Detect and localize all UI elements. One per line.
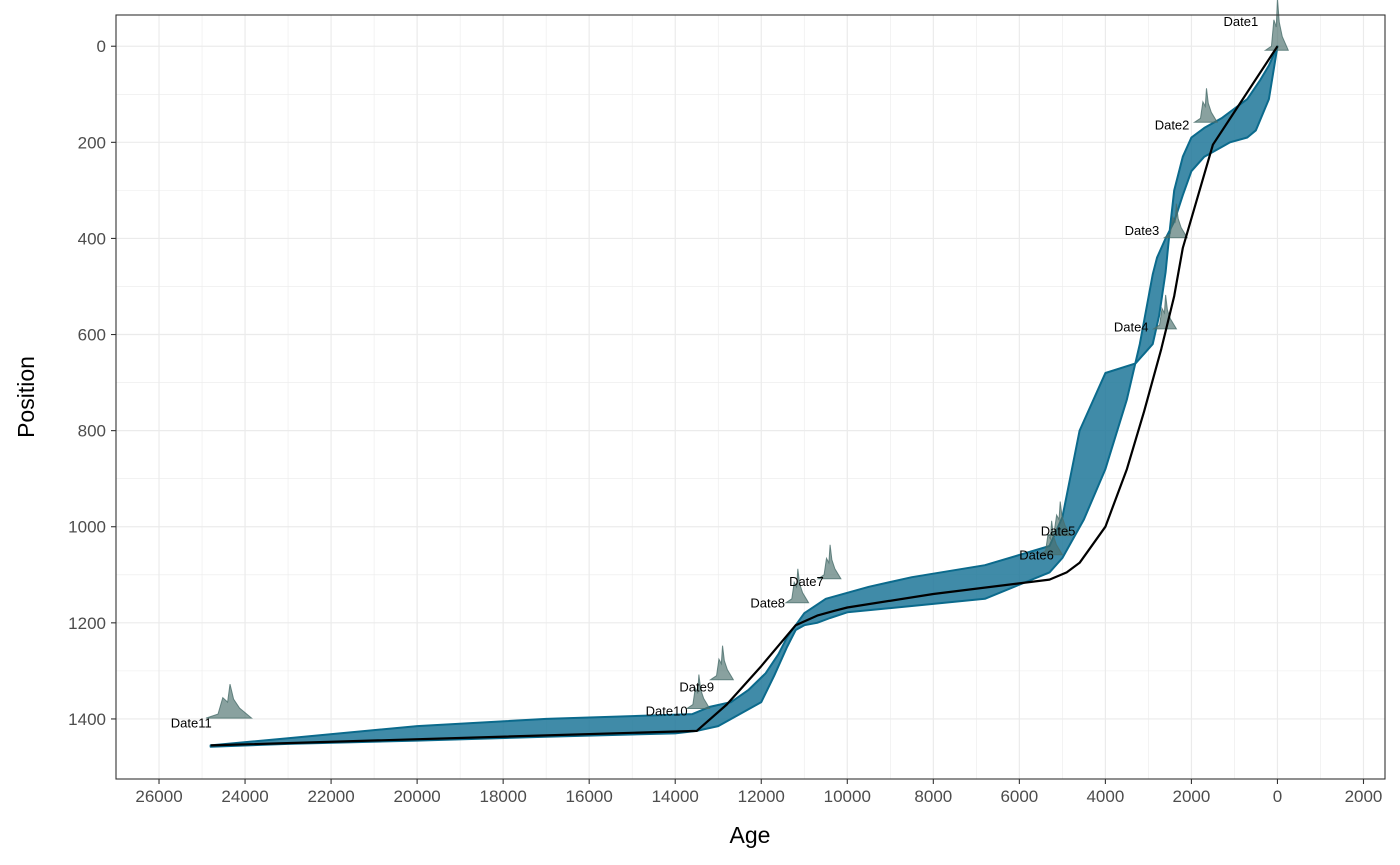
y-tick-label: 0 xyxy=(97,37,106,56)
date-density-6 xyxy=(1037,520,1064,556)
date-density-4 xyxy=(1151,294,1178,330)
date-density-1 xyxy=(1263,0,1290,51)
date-label-1: Date1 xyxy=(1224,14,1259,29)
median-line-layer xyxy=(210,45,1279,747)
x-tick-label: 2000 xyxy=(1345,787,1383,806)
date-density-9 xyxy=(708,645,735,681)
date-density-3 xyxy=(1162,203,1189,239)
date-density-7 xyxy=(816,544,842,580)
uncertainty-ribbon xyxy=(209,45,1279,748)
x-tick-label: 4000 xyxy=(1086,787,1124,806)
x-tick-label: 26000 xyxy=(135,787,182,806)
date-label-5: Date5 xyxy=(1041,524,1076,539)
median-age-line xyxy=(210,45,1279,747)
x-tick-label: 18000 xyxy=(480,787,527,806)
y-tick-label: 1400 xyxy=(68,710,106,729)
x-axis-title: Age xyxy=(730,822,771,848)
date-label-3: Date3 xyxy=(1125,223,1160,238)
x-tick-label: 22000 xyxy=(307,787,354,806)
date-density-11 xyxy=(205,684,253,719)
date-label-4: Date4 xyxy=(1114,319,1149,334)
y-tick-label: 1200 xyxy=(68,614,106,633)
x-tick-label: 10000 xyxy=(824,787,871,806)
y-tick-label: 200 xyxy=(78,133,106,152)
date-label-7: Date7 xyxy=(789,574,824,589)
date-density-8 xyxy=(784,568,810,604)
date-label-8: Date8 xyxy=(750,596,785,611)
x-tick-label: 12000 xyxy=(738,787,785,806)
y-axis-title: Position xyxy=(13,356,39,438)
major-gridlines xyxy=(116,15,1385,779)
y-axis-ticks: 0 200 400 600 800 1000 1200 1400 xyxy=(68,37,116,729)
date-density-layer xyxy=(205,0,1290,719)
x-tick-label: 20000 xyxy=(393,787,440,806)
y-tick-label: 600 xyxy=(78,326,106,345)
x-tick-label: 16000 xyxy=(566,787,613,806)
y-tick-label: 400 xyxy=(78,229,106,248)
x-tick-label: 0 xyxy=(1273,787,1282,806)
uncertainty-ribbon-layer xyxy=(209,45,1279,748)
date-label-10: Date10 xyxy=(646,704,688,719)
date-density-2 xyxy=(1192,88,1219,123)
x-tick-label: 2000 xyxy=(1173,787,1211,806)
date-label-9: Date9 xyxy=(679,680,714,695)
x-tick-label: 24000 xyxy=(221,787,268,806)
date-labels: Date1 Date2 Date3 Date4 Date5 Date6 Date7 Date8… xyxy=(171,14,1258,731)
date-label-2: Date2 xyxy=(1155,118,1190,133)
date-label-6: Date6 xyxy=(1019,548,1054,563)
y-tick-label: 800 xyxy=(78,422,106,441)
date-density-5 xyxy=(1046,501,1072,537)
date-density-10 xyxy=(685,674,711,710)
date-label-11: Date11 xyxy=(171,716,212,731)
x-tick-label: 14000 xyxy=(652,787,699,806)
x-axis-ticks: 26000 24000 22000 20000 18000 16000 14000 12000… xyxy=(135,779,1382,806)
x-tick-label: 8000 xyxy=(914,787,952,806)
x-tick-label: 6000 xyxy=(1000,787,1038,806)
y-tick-label: 1000 xyxy=(68,518,106,537)
panel-border xyxy=(115,14,1386,780)
